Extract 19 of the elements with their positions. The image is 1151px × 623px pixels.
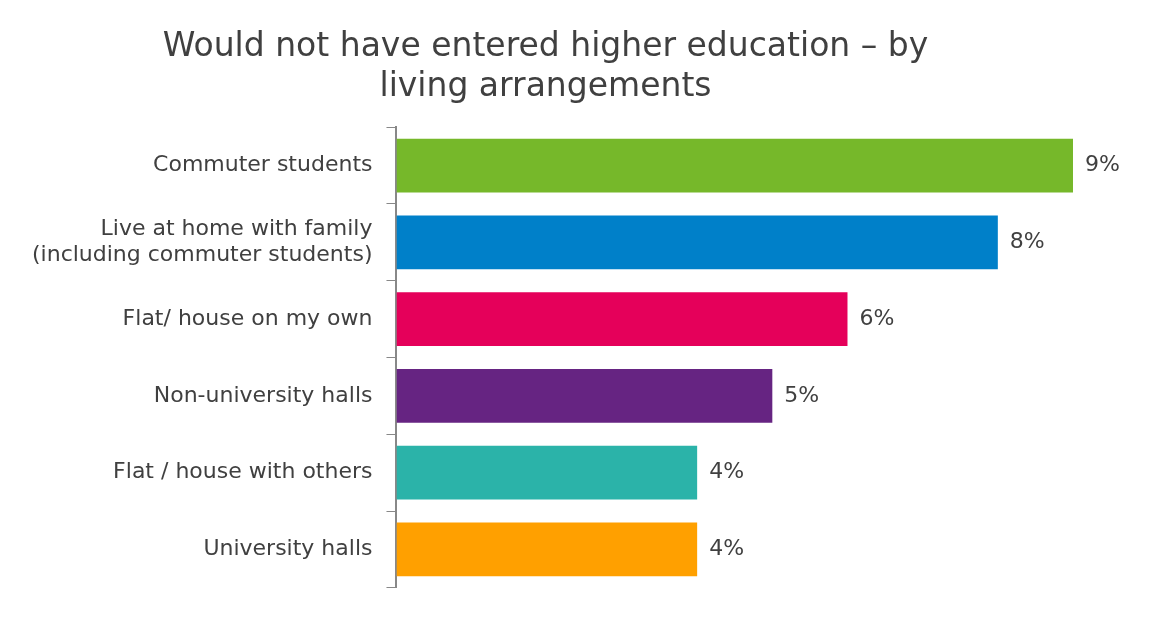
bar (396, 138, 1073, 193)
y-tick-label: Commuter students (153, 151, 373, 177)
bar (396, 369, 773, 423)
bar (396, 522, 698, 577)
bar (396, 292, 848, 346)
bar (396, 215, 998, 270)
bar (396, 445, 698, 500)
data-label: 9% (1085, 151, 1120, 177)
y-tick-label: Live at home with family (including commuter students) (31, 214, 373, 267)
data-label: 5% (784, 381, 820, 407)
data-label: 6% (859, 304, 895, 330)
data-label: 4% (709, 458, 745, 484)
data-label: 8% (1009, 228, 1045, 254)
y-tick-label: Flat / house with others (113, 458, 373, 484)
y-tick-label: Flat/ house on my own (122, 304, 373, 330)
data-label: 4% (709, 535, 745, 561)
y-tick-label: University halls (203, 535, 373, 561)
y-tick-label: Non-university halls (153, 381, 373, 407)
chart-title: Would not have entered higher education – by living arrangements (162, 25, 929, 104)
